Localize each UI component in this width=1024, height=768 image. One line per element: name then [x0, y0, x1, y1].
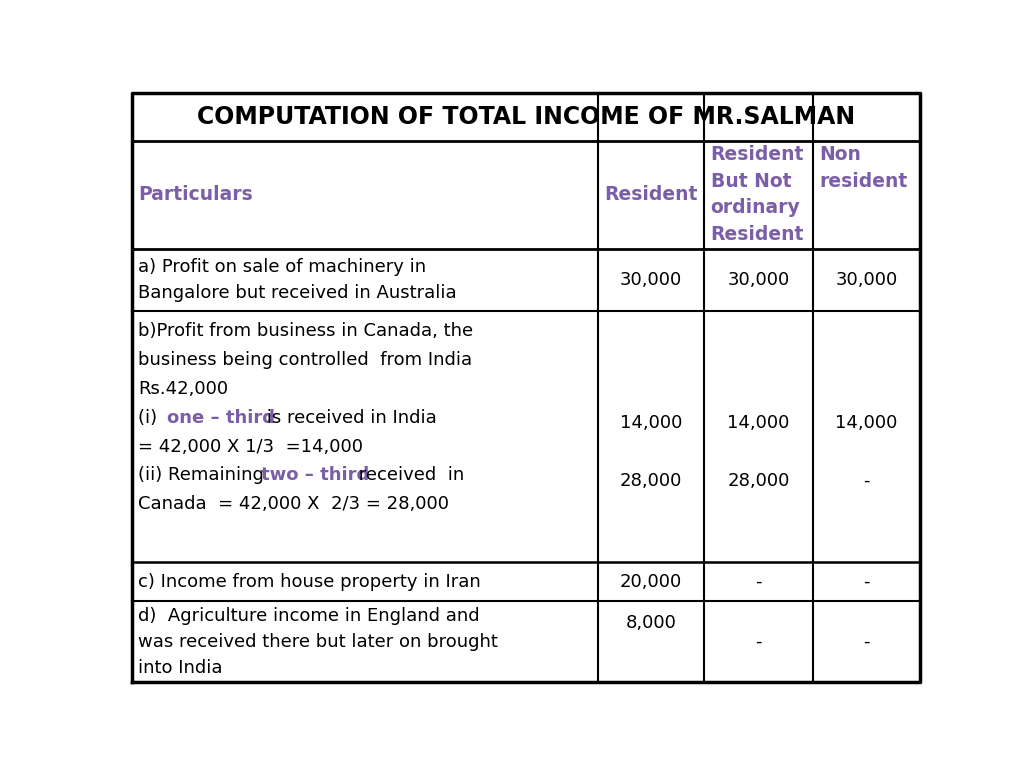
Text: 14,000: 14,000 [836, 414, 898, 432]
Text: Canada  = 42,000 X  2/3 = 28,000: Canada = 42,000 X 2/3 = 28,000 [138, 495, 450, 514]
Text: 14,000: 14,000 [620, 414, 682, 432]
Text: -: - [756, 633, 762, 650]
Text: c) Income from house property in Iran: c) Income from house property in Iran [138, 572, 481, 591]
Text: 28,000: 28,000 [727, 472, 790, 490]
Text: d)  Agriculture income in England and
was received there but later on brought
in: d) Agriculture income in England and was… [138, 607, 499, 677]
Text: is received in India: is received in India [261, 409, 437, 426]
Text: 28,000: 28,000 [620, 472, 682, 490]
Text: -: - [863, 633, 869, 650]
Text: b)Profit from business in Canada, the: b)Profit from business in Canada, the [138, 322, 473, 339]
Text: Resident: Resident [604, 185, 697, 204]
Text: received  in: received in [352, 466, 464, 485]
Text: (ii) Remaining: (ii) Remaining [138, 466, 270, 485]
Text: 30,000: 30,000 [727, 271, 790, 289]
Text: Non
resident: Non resident [819, 145, 907, 191]
Text: = 42,000 X 1/3  =14,000: = 42,000 X 1/3 =14,000 [138, 438, 364, 455]
Text: -: - [863, 572, 869, 591]
Text: 30,000: 30,000 [836, 271, 898, 289]
Text: two – third: two – third [261, 466, 370, 485]
Text: COMPUTATION OF TOTAL INCOME OF MR.SALMAN: COMPUTATION OF TOTAL INCOME OF MR.SALMAN [197, 105, 855, 129]
Text: one – third: one – third [167, 409, 274, 426]
Text: 8,000: 8,000 [626, 614, 677, 632]
Text: Particulars: Particulars [138, 185, 253, 204]
Text: -: - [863, 472, 869, 490]
Text: 30,000: 30,000 [620, 271, 682, 289]
Text: (i): (i) [138, 409, 163, 426]
Text: Rs.42,000: Rs.42,000 [138, 379, 228, 398]
Text: -: - [756, 572, 762, 591]
Text: Resident
But Not
ordinary
Resident: Resident But Not ordinary Resident [711, 145, 804, 244]
Text: business being controlled  from India: business being controlled from India [138, 350, 472, 369]
Text: a) Profit on sale of machinery in
Bangalore but received in Australia: a) Profit on sale of machinery in Bangal… [138, 258, 457, 302]
Text: 20,000: 20,000 [620, 572, 682, 591]
Text: 14,000: 14,000 [727, 414, 790, 432]
